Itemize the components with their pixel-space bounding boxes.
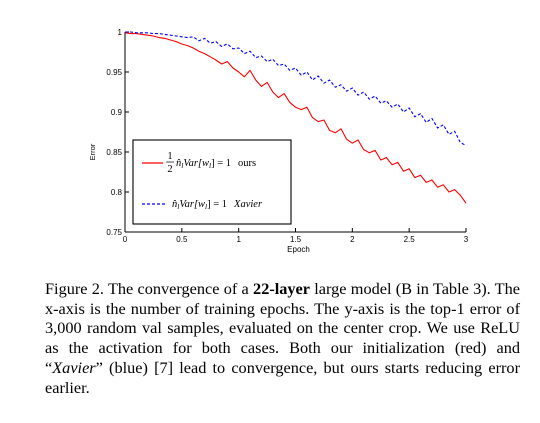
x-axis-label: Epoch [287, 245, 310, 254]
figure-caption: Figure 2. The convergence of a 22-layer … [45, 279, 520, 397]
series-xavier-line [125, 31, 467, 147]
legend-xavier-n: n̂ [172, 199, 177, 210]
legend-ours-eq: ] = 1 [211, 158, 231, 169]
legend-ours-w-sub: l [209, 161, 211, 170]
legend-ours-var: Var [183, 158, 199, 169]
y-tick-label: 1 [118, 28, 123, 37]
legend-xavier-label: n̂lVar[wl] = 1 Xavier [172, 199, 263, 211]
caption-body-2: ” (blue) [7] lead to convergence, but ou… [45, 357, 520, 397]
y-axis-label: Error [88, 143, 97, 160]
caption-lead: Figure 2. The convergence of a [45, 279, 254, 298]
legend-xavier-w: [w [194, 199, 205, 210]
y-tick-label: 0.75 [106, 228, 122, 237]
x-tick-label: 1 [236, 235, 241, 244]
legend-ours-tag: ours [238, 158, 256, 169]
x-tick-label: 2 [350, 235, 355, 244]
y-tick-label: 0.8 [111, 188, 123, 197]
legend-xavier-tag: Xavier [233, 199, 263, 210]
legend-ours-w: [w [198, 158, 209, 169]
x-tick-label: 3 [464, 235, 469, 244]
caption-xavier: Xavier [52, 357, 96, 377]
x-tick-label: 1.5 [290, 235, 302, 244]
convergence-chart: 0 0.5 1 1.5 2 2.5 3 0.75 0.8 0.85 0.9 0.95 1 Epoch E… [88, 28, 469, 254]
legend-ours-label: n̂lVar[wl] = 1 ours [176, 158, 256, 170]
legend-xavier-w-sub: l [205, 202, 207, 211]
caption-body-1: large model (B in Table 3). The x-axis i… [45, 279, 520, 377]
legend-box [132, 139, 292, 225]
chart-legend: 1 2 n̂lVar[wl] = 1 ours n̂lVar[wl] = 1 Xav… [132, 139, 292, 225]
y-tick-label: 0.9 [111, 108, 123, 117]
series-ours-line [124, 32, 467, 204]
chart-axis-labels: Epoch Error [88, 143, 310, 254]
y-tick-label: 0.85 [106, 148, 122, 157]
legend-ours-n-sub: l [181, 161, 183, 170]
x-tick-label: 0.5 [176, 235, 188, 244]
legend-ours-n: n̂ [176, 158, 181, 169]
y-tick-label: 0.95 [106, 68, 122, 77]
x-tick-label: 0 [123, 235, 128, 244]
legend-xavier-eq: ] = 1 [207, 199, 227, 210]
chart-series [124, 31, 467, 204]
legend-ours-frac-num: 1 [167, 151, 172, 162]
chart-axes: 0 0.5 1 1.5 2 2.5 3 0.75 0.8 0.85 0.9 0.95 1 [106, 28, 468, 244]
caption-model-depth: 22-layer [253, 279, 311, 298]
legend-ours-frac-den: 2 [167, 164, 172, 175]
x-tick-label: 2.5 [404, 235, 416, 244]
legend-xavier-n-sub: l [177, 202, 179, 211]
legend-xavier-var: Var [179, 199, 195, 210]
